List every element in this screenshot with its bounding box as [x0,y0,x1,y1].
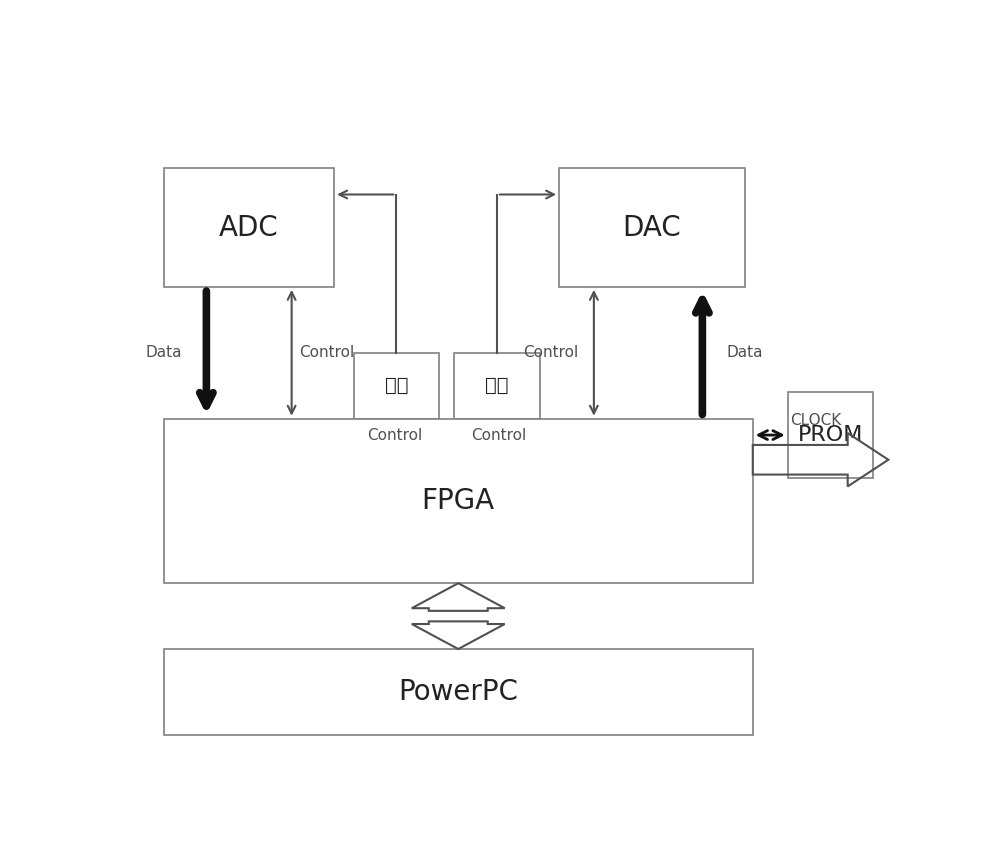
Bar [354,353,439,419]
Text: PowerPC: PowerPC [398,678,518,706]
Bar [454,353,540,419]
Text: ADC: ADC [219,214,279,242]
Text: Control: Control [367,428,422,443]
Text: Data: Data [727,345,763,360]
Bar [164,419,753,583]
Text: Control: Control [524,345,579,360]
Text: DAC: DAC [623,214,681,242]
Bar [559,168,745,287]
Text: PROM: PROM [798,425,863,445]
Text: Control: Control [471,428,526,443]
Bar [164,168,334,287]
Text: CLOCK: CLOCK [790,414,841,428]
Text: FPGA: FPGA [422,486,495,515]
Bar [788,392,873,478]
Text: 晶振: 晶振 [485,376,509,395]
Text: Control: Control [299,345,354,360]
Bar [164,649,753,734]
Text: Data: Data [146,345,182,360]
Text: 晶振: 晶振 [384,376,408,395]
